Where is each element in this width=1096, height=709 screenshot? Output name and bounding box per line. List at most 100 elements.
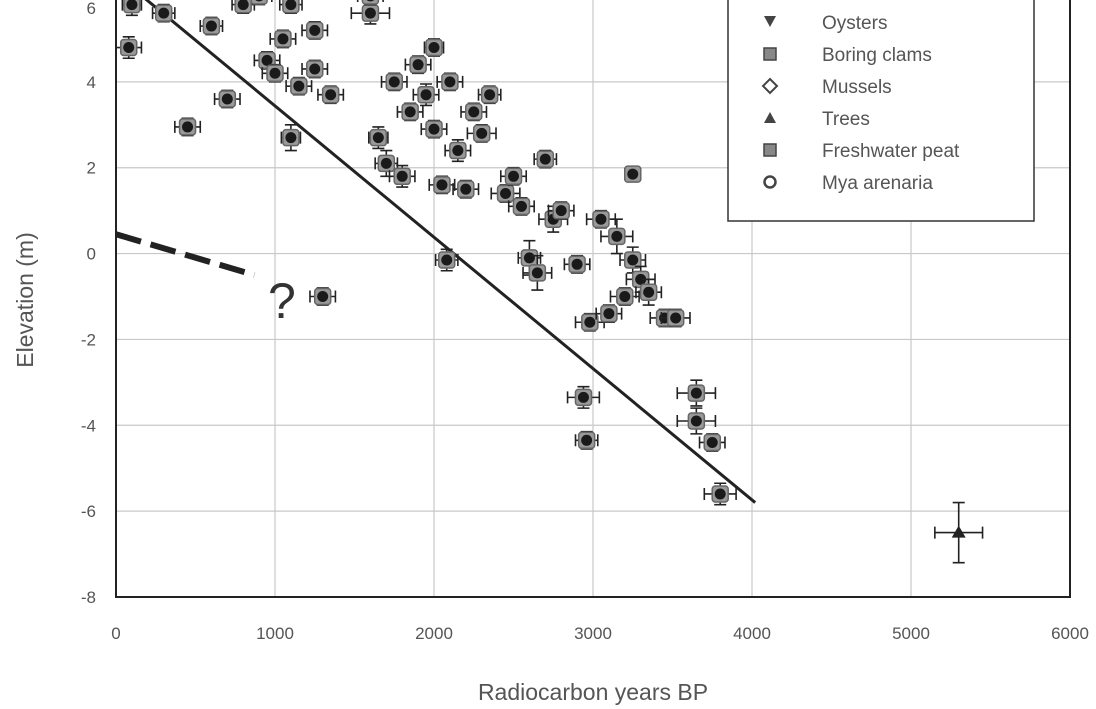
- legend-item: Freshwater peat: [763, 141, 960, 162]
- legend-marker-square: [763, 143, 777, 157]
- data-point: [115, 35, 143, 60]
- marker-dot: [670, 312, 682, 324]
- marker-dot: [611, 230, 623, 242]
- y-tick-label: -2: [81, 330, 96, 349]
- marker-dot: [531, 267, 543, 279]
- marker-dot: [500, 187, 512, 199]
- x-tick-label: 2000: [415, 624, 453, 643]
- data-point: [460, 102, 488, 122]
- data-point: [600, 218, 634, 255]
- legend-label: Boring clams: [822, 45, 932, 66]
- data-point: [595, 304, 623, 324]
- marker-dot: [364, 7, 376, 19]
- marker-dot: [508, 170, 519, 182]
- data-point: [309, 287, 337, 306]
- data-point: [388, 164, 416, 188]
- legend-label: Trees: [822, 109, 870, 130]
- data-point: [174, 117, 202, 137]
- data-point: [301, 59, 329, 79]
- data-point: [278, 0, 303, 14]
- legend-label: Oysters: [822, 13, 887, 34]
- data-point: [404, 55, 432, 75]
- dashed-extrapolation-line: [115, 231, 256, 278]
- data-point: [350, 1, 391, 25]
- marker-dot: [515, 200, 527, 212]
- x-tick-label: 5000: [892, 624, 930, 643]
- data-point: [317, 85, 345, 105]
- y-tick-label: 2: [87, 159, 96, 178]
- marker-dot: [420, 89, 432, 101]
- y-tick-label: -6: [81, 502, 96, 521]
- legend-label: Mya arenaria: [822, 173, 933, 194]
- legend-marker-square: [763, 47, 777, 61]
- y-tick-label: -4: [81, 416, 96, 435]
- legend-box: [727, 0, 1035, 222]
- marker-dot: [706, 436, 718, 448]
- trend-line: [144, 0, 757, 504]
- data-point: [301, 20, 329, 40]
- marker-dot: [484, 89, 496, 101]
- marker-dot: [603, 308, 615, 320]
- marker-dot: [444, 76, 456, 88]
- x-tick-label: 3000: [574, 624, 612, 643]
- marker-dot: [221, 93, 233, 105]
- data-point: [285, 76, 313, 96]
- data-point: [522, 254, 553, 291]
- marker-dot: [123, 42, 135, 54]
- data-point: [585, 209, 617, 229]
- data-point: [380, 72, 408, 92]
- marker-dot: [412, 59, 424, 71]
- data-point: [477, 85, 502, 105]
- y-tick-label: 6: [87, 0, 96, 18]
- marker-dot: [476, 127, 488, 139]
- line-layer: [115, 0, 757, 504]
- legend-marker-triangle-up: [764, 112, 776, 123]
- marker-dot: [428, 123, 440, 135]
- marker-dot: [269, 67, 281, 79]
- data-point: [213, 89, 241, 109]
- marker-dot: [366, 0, 375, 2]
- data-point: [703, 482, 737, 506]
- marker-dot: [714, 488, 726, 500]
- data-point: [199, 16, 224, 36]
- data-point: [934, 501, 984, 564]
- legend-item: Trees: [764, 109, 870, 130]
- data-point: [698, 433, 726, 452]
- marker-dot: [468, 106, 480, 118]
- y-tick-labels: -8 -6 -4 -2 0 2 4 6: [81, 0, 96, 607]
- data-point: [396, 102, 424, 122]
- legend-marker-circle: [763, 175, 777, 189]
- data-point: [574, 430, 599, 450]
- marker-dot: [380, 157, 392, 169]
- marker-dot: [388, 76, 400, 88]
- data-point: [151, 3, 176, 23]
- marker-dot: [619, 291, 631, 302]
- marker-dot: [293, 80, 305, 92]
- marker-halo: [250, 0, 268, 5]
- marker-dot: [309, 63, 321, 75]
- marker-dot: [555, 205, 567, 217]
- point-layer: [115, 0, 984, 564]
- marker-dot: [158, 7, 170, 19]
- marker-dot: [690, 387, 702, 399]
- marker-triangle: [951, 525, 966, 538]
- legend-item: Mussels: [761, 77, 892, 98]
- legend-label: Freshwater peat: [822, 141, 960, 162]
- x-tick-label: 1000: [256, 624, 294, 643]
- data-point: [434, 248, 459, 272]
- marker-dot: [452, 145, 464, 157]
- marker-dot: [309, 24, 321, 36]
- data-point: [624, 165, 642, 183]
- marker-dot: [571, 258, 583, 270]
- y-tick-label: 4: [87, 73, 96, 92]
- data-point: [245, 0, 273, 6]
- marker-dot: [325, 89, 337, 101]
- data-point: [356, 0, 384, 6]
- data-point: [574, 312, 605, 332]
- legend-item: Oysters: [764, 13, 887, 34]
- marker-dot: [126, 0, 138, 11]
- marker-dot: [396, 170, 408, 182]
- data-point: [566, 385, 601, 409]
- data-point: [280, 123, 302, 152]
